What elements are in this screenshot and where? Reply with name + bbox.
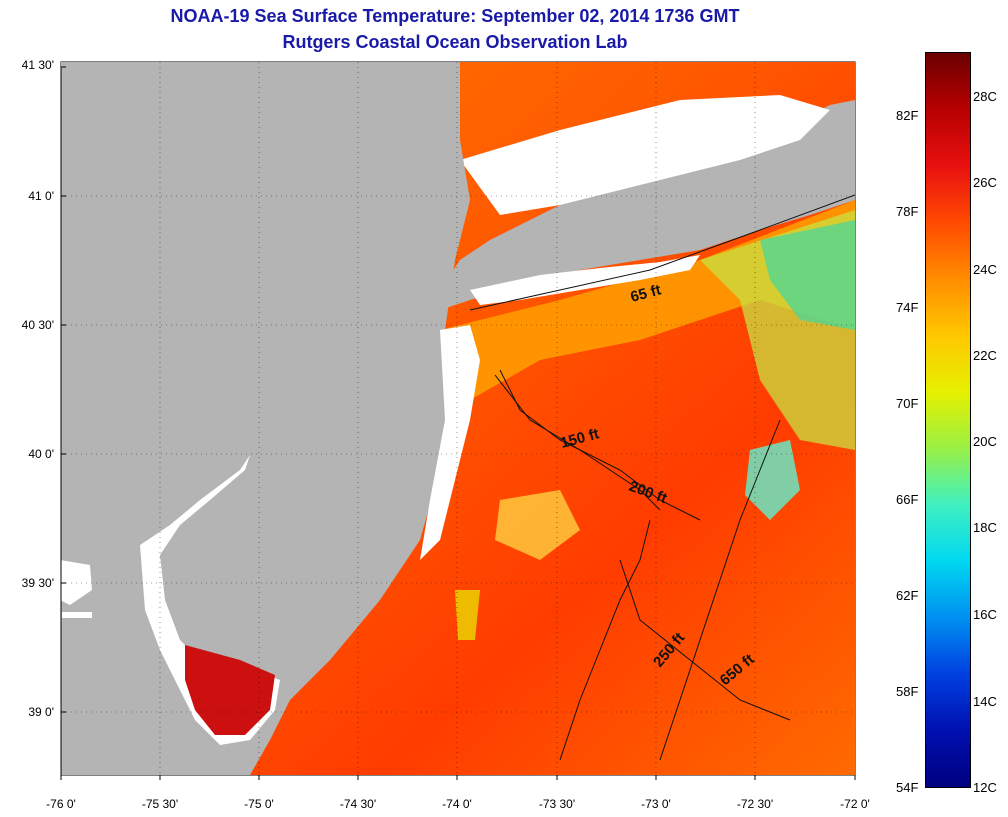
lon-label: -76 0' [46,797,76,811]
colorbar-c-label: 18C [973,520,997,535]
colorbar-c-label: 28C [973,89,997,104]
colorbar-f-label: 82F [896,108,919,123]
lon-label: -75 30' [141,797,179,811]
yellow-patch [495,490,580,560]
colorbar-c-label: 16C [973,607,997,622]
lat-label: 41 0' [28,189,54,203]
colorbar-c-label: 20C [973,434,997,449]
long-island-south-cloud [470,255,700,305]
yellow-patch-south [455,590,480,640]
lat-label: 39 30' [21,576,54,590]
nj-coast-cloud [420,325,480,560]
sst-colorbar [925,52,971,788]
lon-label: -72 30' [736,797,774,811]
left-cloud-bar [62,612,92,618]
colorbar-f-label: 70F [896,396,919,411]
colorbar-c-label: 24C [973,262,997,277]
map-title: NOAA-19 Sea Surface Temperature: Septemb… [170,6,740,26]
map-subtitle: Rutgers Coastal Ocean Observation Lab [282,32,628,52]
colorbar-f-label: 74F [896,300,919,315]
colorbar-c-label: 12C [973,780,997,795]
lat-label: 40 30' [21,318,54,332]
lon-label: -72 0' [840,797,870,811]
long-island-sound-cloud [460,95,830,215]
colorbar-f-label: 62F [896,588,919,603]
lat-label: 41 30' [21,58,54,72]
lon-label: -74 0' [442,797,472,811]
lon-label: -73 0' [641,797,671,811]
colorbar-f-label: 66F [896,492,919,507]
colorbar-f-label: 78F [896,204,919,219]
lon-label: -74 30' [339,797,377,811]
colorbar-c-label: 14C [973,694,997,709]
cold-patch-southeast [745,440,800,520]
colorbar-c-label: 22C [973,348,997,363]
colorbar-f-label: 54F [896,780,919,795]
lon-label: -75 0' [244,797,274,811]
lat-label: 40 0' [28,447,54,461]
left-cloud [61,560,92,605]
isobaths [469,194,855,761]
lon-label: -73 30' [538,797,576,811]
cold-patch-northeast [760,220,855,330]
lat-label: 39 0' [28,705,54,719]
frame-ticks [60,66,856,780]
colorbar-f-label: 58F [896,684,919,699]
land-northeast [61,62,855,310]
delaware-bay-warm [185,645,275,735]
colorbar-c-label: 26C [973,175,997,190]
